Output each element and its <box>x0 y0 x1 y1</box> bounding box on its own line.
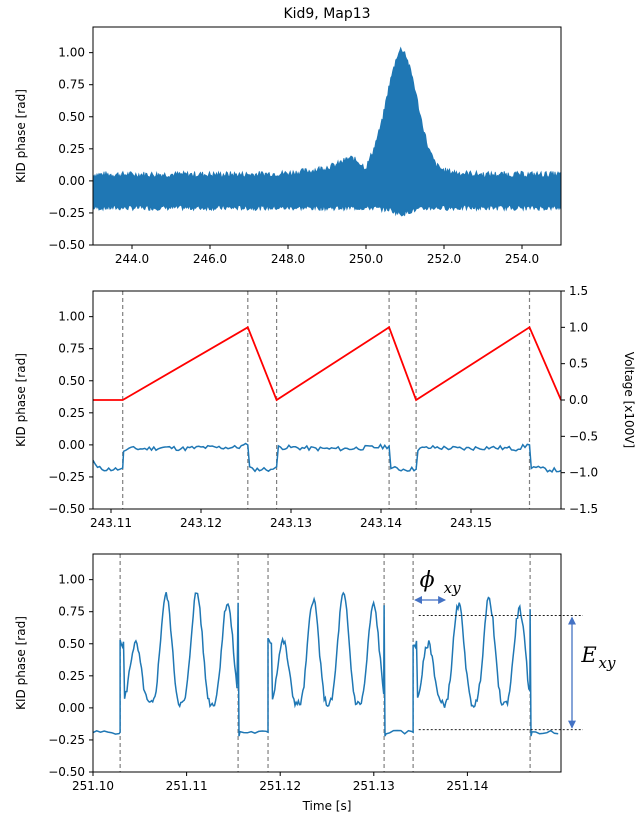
panel2-y-tick-label-0: −0.50 <box>48 502 85 516</box>
panel3-x-tick-label-0: 251.10 <box>72 779 114 793</box>
panel1-x-tick-label-4: 252.0 <box>427 252 461 266</box>
panel1-y-tick-label-0: −0.50 <box>48 238 85 252</box>
panel2-y2-tick-label-0: −1.5 <box>569 502 598 516</box>
panel1-y-tick-label-3: 0.25 <box>58 142 85 156</box>
panel3-plot-area <box>93 554 559 772</box>
panel1-frame <box>92 26 562 246</box>
panel2-plot-area <box>93 291 561 509</box>
panel3-x-tick-label-2: 251.12 <box>259 779 301 793</box>
panel1-y-tick-label-2: 0.00 <box>58 174 85 188</box>
panel1-y-tick-label-6: 1.00 <box>58 46 85 60</box>
panel3-phase-line <box>93 591 559 737</box>
panel1-plot-area <box>93 46 561 217</box>
panel2-frame <box>92 290 562 510</box>
panel2-y2-tick-label-1: −1.0 <box>569 466 598 480</box>
panel2-y2-tick-label-3: 0.0 <box>569 393 588 407</box>
panel3-y-tick-label-6: 1.00 <box>58 573 85 587</box>
panel2-voltage-line <box>93 325 561 402</box>
panel2-x-tick-label-1: 243.12 <box>180 516 222 530</box>
panel2-y-tick-label-5: 0.75 <box>58 342 85 356</box>
panel3-phi-label: ϕ <box>420 568 435 593</box>
panel1-y-label: KID phase [rad] <box>14 89 28 183</box>
panel2-y2-tick-label-6: 1.5 <box>569 284 588 298</box>
panel2-phase-line <box>93 442 561 474</box>
panel1-x-tick-label-3: 250.0 <box>349 252 383 266</box>
panel1-y-tick-label-4: 0.50 <box>58 110 85 124</box>
panel3-phi-subscript: xy <box>444 579 461 597</box>
panel2-x-tick-label-2: 243.13 <box>270 516 312 530</box>
panel3-y-tick-label-4: 0.50 <box>58 637 85 651</box>
panel2-y-label: KID phase [rad] <box>14 353 28 447</box>
panel1-y-tick-label-1: −0.25 <box>48 206 85 220</box>
panel2-x-tick-label-4: 243.15 <box>450 516 492 530</box>
panel3-y-tick-label-2: 0.00 <box>58 701 85 715</box>
panel3-frame <box>92 553 562 773</box>
panel3-x-tick-label-1: 251.11 <box>166 779 208 793</box>
panel3-y-tick-label-5: 0.75 <box>58 605 85 619</box>
panel2-y2-tick-label-4: 0.5 <box>569 357 588 371</box>
panel3-x-tick-label-3: 251.13 <box>353 779 395 793</box>
panel1-x-tick-label-0: 244.0 <box>115 252 149 266</box>
panel1-x-tick-label-2: 248.0 <box>271 252 305 266</box>
panel1-signal-band <box>93 46 561 217</box>
panel1-y-tick-label-5: 0.75 <box>58 78 85 92</box>
panel3-exy-subscript: xy <box>599 654 616 672</box>
panel1-x-tick-label-1: 246.0 <box>193 252 227 266</box>
panel3-y-tick-label-0: −0.50 <box>48 765 85 779</box>
panel2-y-tick-label-3: 0.25 <box>58 406 85 420</box>
panel2-y2-tick-label-5: 1.0 <box>569 320 588 334</box>
panel2-y2-label: Voltage [x100V] <box>622 352 635 448</box>
panel2-x-tick-label-0: 243.11 <box>90 516 132 530</box>
panel2-y-tick-label-1: −0.25 <box>48 470 85 484</box>
panel2-y2-tick-label-2: −0.5 <box>569 429 598 443</box>
panel3-x-label: Time [s] <box>302 799 352 813</box>
panel2-x-tick-label-3: 243.14 <box>360 516 402 530</box>
panel3-y-label: KID phase [rad] <box>14 616 28 710</box>
panel2-y-tick-label-6: 1.00 <box>58 310 85 324</box>
panel3-y-tick-label-3: 0.25 <box>58 669 85 683</box>
panel2-y-tick-label-2: 0.00 <box>58 438 85 452</box>
panel3-exy-label: E <box>580 643 596 667</box>
panel3-x-tick-label-4: 251.14 <box>446 779 488 793</box>
panel2-y-tick-label-4: 0.50 <box>58 374 85 388</box>
panel1-x-tick-label-5: 254.0 <box>505 252 539 266</box>
panel3-y-tick-label-1: −0.25 <box>48 733 85 747</box>
panel1-title: Kid9, Map13 <box>283 6 370 22</box>
